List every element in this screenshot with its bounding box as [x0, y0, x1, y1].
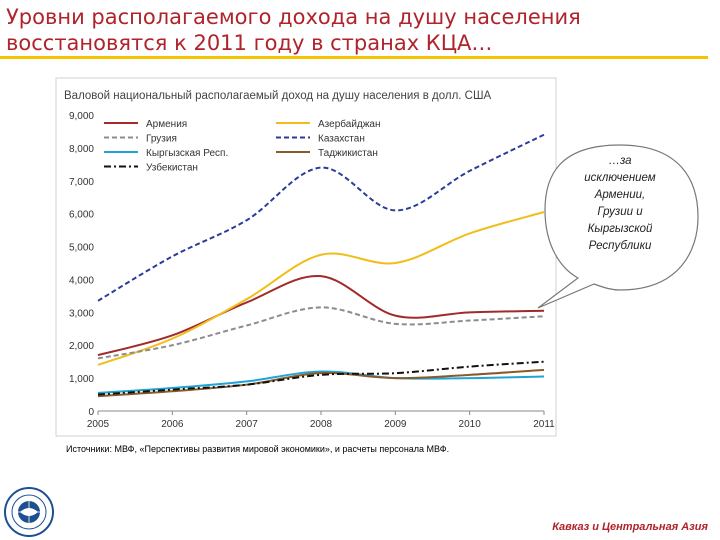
series-line	[97, 368, 545, 398]
series-line	[97, 211, 545, 366]
title-accent-rule	[0, 56, 708, 59]
series-line	[97, 306, 545, 360]
callout-line: Республики	[588, 240, 652, 252]
x-tick-label: 2008	[310, 419, 333, 430]
x-tick-label: 2010	[459, 419, 482, 430]
legend-label: Грузия	[146, 134, 177, 145]
y-tick-label: 9,000	[69, 111, 94, 122]
chart-title: Валовой национальный располагаемый доход…	[64, 90, 492, 102]
y-tick-label: 4,000	[69, 275, 94, 286]
legend-label: Кыргызская Респ.	[146, 148, 228, 159]
y-tick-label: 1,000	[69, 374, 94, 385]
imf-seal-logo	[4, 487, 54, 537]
y-tick-label: 8,000	[69, 144, 94, 155]
callout-line: Армении,	[594, 189, 646, 201]
legend-label: Армения	[146, 119, 187, 130]
legend-label: Таджикистан	[318, 148, 378, 159]
legend-label: Узбекистан	[146, 162, 198, 174]
chart-axes: 0 1,000 2,000 3,000 4,000 5,000 6,000 7,000 8,00…	[69, 111, 555, 430]
slide-title: Уровни располагаемого дохода на душу нас…	[6, 4, 686, 56]
callout-line: исключением	[584, 172, 656, 184]
callout-text: …за исключением Армении, Грузии и Кыргыз…	[570, 153, 670, 255]
callout-line: …за	[608, 155, 632, 167]
y-tick-label: 5,000	[69, 243, 94, 254]
chart-series	[97, 133, 545, 398]
y-tick-label: 6,000	[69, 210, 94, 221]
y-tick-label: 2,000	[69, 341, 94, 352]
slide-title-line-2: восстановятся к 2011 году в странах КЦА…	[6, 31, 493, 55]
source-note: Источники: МВФ, «Перспективы развития ми…	[66, 444, 450, 454]
x-tick-label: 2011	[533, 419, 555, 430]
legend-label: Казахстан	[318, 134, 365, 145]
y-tick-label: 0	[88, 407, 94, 418]
x-tick-label: 2005	[87, 419, 110, 430]
callout-line: Кыргызской	[587, 223, 653, 235]
series-line	[97, 275, 545, 357]
x-tick-label: 2006	[161, 419, 184, 430]
series-line	[97, 370, 545, 394]
y-tick-label: 7,000	[69, 177, 94, 188]
callout-bubble	[537, 144, 699, 309]
y-tick-label: 3,000	[69, 308, 94, 319]
x-tick-label: 2007	[236, 419, 259, 430]
x-tick-label: 2009	[384, 419, 407, 430]
chart-legend: Армения Азербайджан Грузия Казахстан Кыргызс…	[104, 118, 381, 174]
callout-line: Грузии и	[597, 206, 643, 218]
slide-title-line-1: Уровни располагаемого дохода на душу нас…	[6, 5, 581, 29]
legend-label: Азербайджан	[318, 118, 381, 130]
region-label: Кавказ и Центральная Азия	[552, 521, 708, 533]
series-line	[97, 133, 545, 302]
chart-frame	[55, 77, 557, 437]
